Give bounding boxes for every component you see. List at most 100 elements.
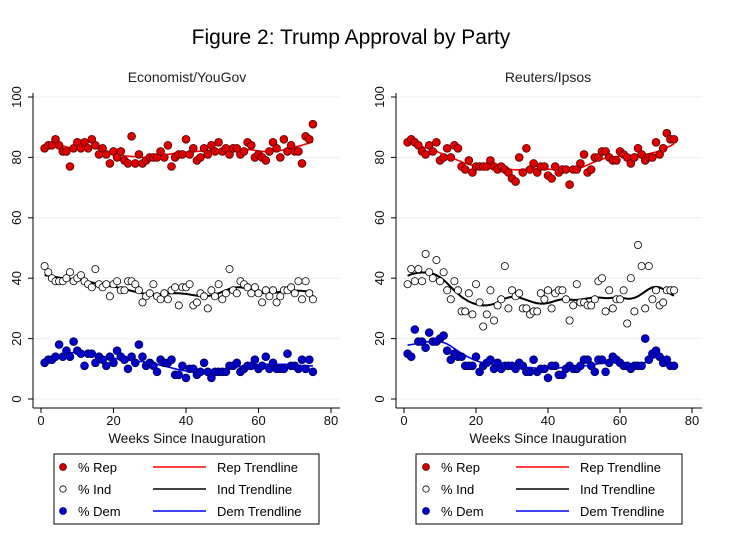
rep-point — [286, 141, 296, 150]
x-tick-label: 40 — [179, 413, 193, 428]
ind-point — [276, 292, 285, 301]
rep-point — [127, 132, 136, 141]
dem-point — [127, 352, 136, 362]
dem-point — [590, 367, 600, 377]
ind-point — [435, 277, 444, 286]
ind-point — [305, 289, 314, 298]
ind-point — [134, 286, 143, 295]
ind-point — [637, 262, 646, 271]
dem-point — [529, 355, 538, 365]
ind-point — [497, 295, 506, 304]
rep-point — [442, 144, 452, 153]
rep-point — [304, 135, 314, 144]
legend-rep-label: % Rep — [78, 460, 117, 475]
ind-point — [569, 301, 578, 310]
ind-point — [446, 295, 455, 304]
ind-point — [425, 268, 434, 277]
ind-point — [221, 289, 230, 298]
dem-point — [98, 355, 107, 365]
y-tick-label: 100 — [9, 86, 24, 108]
y-tick-label: 100 — [372, 86, 387, 108]
dem-point — [65, 352, 75, 362]
dem-point — [294, 364, 303, 374]
rep-point — [529, 159, 538, 168]
ind-point — [482, 310, 491, 319]
dem-point — [196, 367, 205, 377]
x-axis-label: Weeks Since Inauguration — [469, 431, 626, 446]
ind-point — [66, 268, 75, 277]
x-axis-label: Weeks Since Inauguration — [108, 431, 265, 446]
rep-point — [464, 156, 474, 165]
y-tick-label: 0 — [372, 395, 387, 402]
rep-point — [579, 150, 589, 159]
ind-point — [272, 298, 281, 307]
dem-point — [109, 358, 118, 368]
ind-point — [608, 304, 617, 313]
rep-point — [446, 153, 456, 162]
y-tick-label: 40 — [9, 271, 24, 285]
rep-point — [421, 150, 430, 159]
dem-point — [468, 361, 477, 371]
ind-point — [590, 295, 599, 304]
ind-point — [105, 292, 114, 301]
legend-rep-label: % Rep — [441, 460, 480, 475]
ind-point — [601, 307, 610, 316]
rep-point — [460, 165, 470, 174]
ind-point — [630, 307, 639, 316]
rep-point — [98, 144, 107, 153]
rep-point — [83, 144, 93, 153]
ind-point — [587, 301, 596, 310]
axes: 0 20 40 60 80 100 0 20 40 60 80 — [9, 86, 340, 428]
ind-point — [214, 280, 223, 289]
ind-point — [644, 262, 653, 271]
rep-point — [565, 180, 574, 189]
x-tick-label: 80 — [324, 413, 338, 428]
dem-point — [120, 355, 129, 365]
ind-point — [192, 298, 201, 307]
dem-point — [80, 361, 89, 371]
axes: 0 20 40 60 80 100 0 20 40 60 80 — [372, 86, 702, 428]
dem-point — [181, 373, 191, 383]
ind-point — [218, 295, 227, 304]
rep-point — [658, 144, 668, 153]
rep-point — [279, 135, 289, 144]
rep-point — [576, 159, 585, 168]
rep-point — [54, 141, 64, 150]
rep-point — [514, 153, 524, 162]
dem-point — [471, 352, 481, 362]
ind-point — [605, 286, 614, 295]
rep-point — [308, 119, 318, 129]
dem-point — [257, 361, 267, 371]
legend-dem-label: % Dem — [441, 504, 484, 519]
legend: % Rep Rep Trendline % Ind Ind Trendline … — [415, 453, 683, 525]
ind-point — [598, 274, 607, 283]
ind-point — [547, 304, 556, 313]
rep-point — [178, 150, 187, 159]
ind-point — [62, 274, 71, 283]
legend-rep-marker — [422, 463, 430, 471]
dem-point — [279, 364, 289, 374]
dem-point — [406, 352, 416, 362]
x-tick-label: 0 — [37, 413, 44, 428]
ind-point — [670, 286, 679, 295]
ind-point — [453, 286, 462, 295]
rep-point — [239, 147, 249, 156]
ind-point — [290, 289, 299, 298]
legend-rep-marker — [59, 463, 67, 471]
ind-point — [500, 262, 509, 271]
legend-ind-label: % Ind — [441, 482, 474, 497]
points — [40, 119, 318, 383]
rep-point — [189, 144, 198, 153]
ind-point — [432, 256, 441, 265]
ind-point — [232, 289, 241, 298]
dem-point — [199, 358, 209, 368]
ind-point — [225, 265, 234, 274]
legend-dem-marker — [422, 507, 430, 515]
ind-point — [120, 286, 129, 295]
x-tick-label: 0 — [400, 413, 407, 428]
ind-point — [623, 319, 632, 328]
dem-point — [308, 367, 318, 377]
points — [403, 128, 679, 383]
rep-point — [518, 168, 528, 177]
